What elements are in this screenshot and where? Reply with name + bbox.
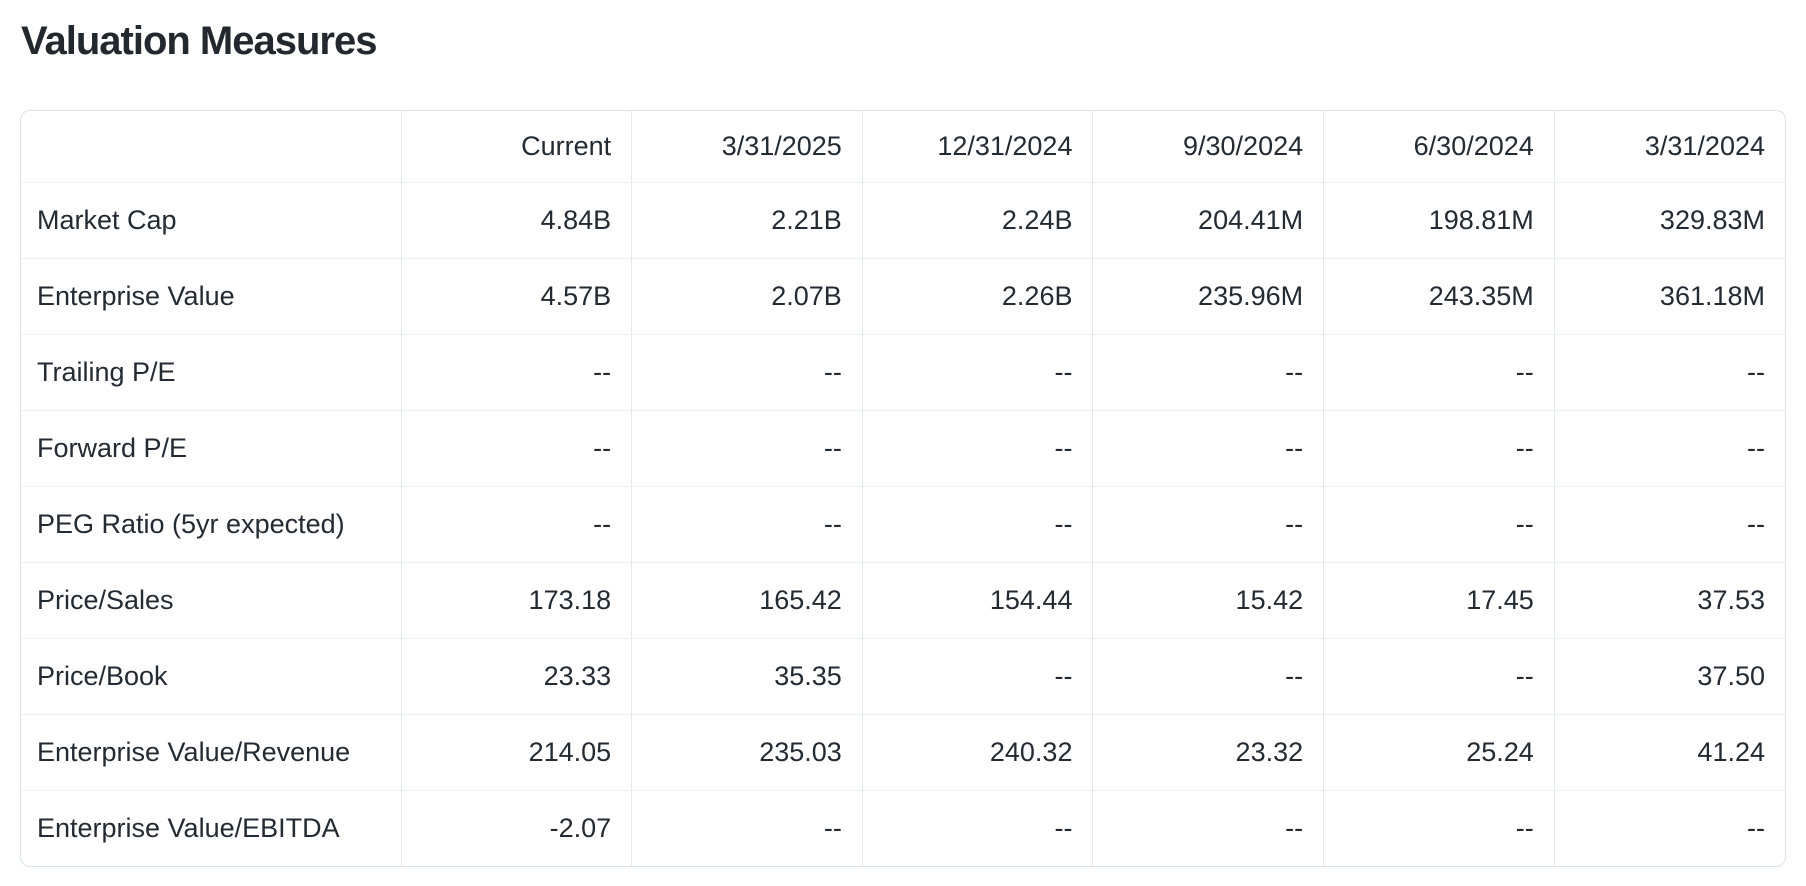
cell-value: -- bbox=[1323, 410, 1555, 487]
cell-value: -- bbox=[1092, 410, 1324, 487]
cell-value: 165.42 bbox=[631, 562, 863, 639]
cell-value: -- bbox=[400, 334, 632, 411]
cell-value: 23.33 bbox=[400, 638, 632, 715]
cell-value: 173.18 bbox=[400, 562, 632, 639]
cell-value: -2.07 bbox=[400, 790, 632, 866]
table-header: Current 3/31/2025 12/31/2024 9/30/2024 6… bbox=[21, 111, 1785, 183]
row-label: PEG Ratio (5yr expected) bbox=[21, 486, 401, 563]
cell-value: 17.45 bbox=[1323, 562, 1555, 639]
cell-value: 41.24 bbox=[1553, 714, 1785, 791]
row-label: Price/Book bbox=[21, 638, 401, 715]
page-title: Valuation Measures bbox=[21, 19, 377, 63]
row-label: Enterprise Value/EBITDA bbox=[21, 790, 401, 866]
table-row-price-sales: Price/Sales 173.18 165.42 154.44 15.42 1… bbox=[21, 562, 1785, 639]
valuation-table: Current 3/31/2025 12/31/2024 9/30/2024 6… bbox=[21, 111, 1785, 866]
cell-value: 37.50 bbox=[1553, 638, 1785, 715]
cell-value: 235.96M bbox=[1092, 258, 1324, 335]
row-label: Enterprise Value bbox=[21, 258, 401, 335]
cell-value: -- bbox=[1092, 486, 1324, 563]
cell-value: 4.57B bbox=[400, 258, 632, 335]
row-label: Enterprise Value/Revenue bbox=[21, 714, 401, 791]
cell-value: -- bbox=[1092, 790, 1324, 866]
cell-value: -- bbox=[1092, 334, 1324, 411]
cell-value: 2.07B bbox=[631, 258, 863, 335]
cell-value: 2.24B bbox=[861, 182, 1093, 259]
cell-value: 329.83M bbox=[1553, 182, 1785, 259]
cell-value: 37.53 bbox=[1553, 562, 1785, 639]
cell-value: -- bbox=[861, 486, 1093, 563]
header-row: Current 3/31/2025 12/31/2024 9/30/2024 6… bbox=[21, 111, 1785, 183]
cell-value: 35.35 bbox=[631, 638, 863, 715]
cell-value: 2.21B bbox=[631, 182, 863, 259]
table-body: Market Cap 4.84B 2.21B 2.24B 204.41M 198… bbox=[21, 182, 1785, 866]
cell-value: 23.32 bbox=[1092, 714, 1324, 791]
cell-value: 15.42 bbox=[1092, 562, 1324, 639]
cell-value: 214.05 bbox=[400, 714, 632, 791]
row-label: Forward P/E bbox=[21, 410, 401, 487]
cell-value: -- bbox=[1323, 790, 1555, 866]
cell-value: 235.03 bbox=[631, 714, 863, 791]
cell-value: 4.84B bbox=[400, 182, 632, 259]
column-header-current: Current bbox=[400, 111, 632, 183]
cell-value: 240.32 bbox=[861, 714, 1093, 791]
cell-value: -- bbox=[861, 410, 1093, 487]
cell-value: -- bbox=[631, 790, 863, 866]
row-label: Trailing P/E bbox=[21, 334, 401, 411]
cell-value: 2.26B bbox=[861, 258, 1093, 335]
table-row-ev-ebitda: Enterprise Value/EBITDA -2.07 -- -- -- -… bbox=[21, 790, 1785, 866]
cell-value: -- bbox=[631, 410, 863, 487]
table-row-price-book: Price/Book 23.33 35.35 -- -- -- 37.50 bbox=[21, 638, 1785, 715]
cell-value: -- bbox=[861, 638, 1093, 715]
table-row-trailing-pe: Trailing P/E -- -- -- -- -- -- bbox=[21, 334, 1785, 411]
row-label: Market Cap bbox=[21, 182, 401, 259]
column-header-date-3: 9/30/2024 bbox=[1092, 111, 1324, 183]
column-header-blank bbox=[21, 111, 401, 183]
cell-value: -- bbox=[861, 334, 1093, 411]
table-row-enterprise-value: Enterprise Value 4.57B 2.07B 2.26B 235.9… bbox=[21, 258, 1785, 335]
table-row-ev-revenue: Enterprise Value/Revenue 214.05 235.03 2… bbox=[21, 714, 1785, 791]
column-header-date-4: 6/30/2024 bbox=[1323, 111, 1555, 183]
column-header-date-1: 3/31/2025 bbox=[631, 111, 863, 183]
cell-value: 154.44 bbox=[861, 562, 1093, 639]
cell-value: -- bbox=[1092, 638, 1324, 715]
cell-value: 243.35M bbox=[1323, 258, 1555, 335]
table-row-peg-ratio: PEG Ratio (5yr expected) -- -- -- -- -- … bbox=[21, 486, 1785, 563]
cell-value: -- bbox=[1553, 410, 1785, 487]
column-header-date-2: 12/31/2024 bbox=[861, 111, 1093, 183]
cell-value: -- bbox=[631, 486, 863, 563]
row-label: Price/Sales bbox=[21, 562, 401, 639]
cell-value: -- bbox=[631, 334, 863, 411]
cell-value: -- bbox=[1553, 486, 1785, 563]
table-row-forward-pe: Forward P/E -- -- -- -- -- -- bbox=[21, 410, 1785, 487]
cell-value: -- bbox=[1553, 790, 1785, 866]
cell-value: 25.24 bbox=[1323, 714, 1555, 791]
column-header-date-5: 3/31/2024 bbox=[1553, 111, 1785, 183]
cell-value: 198.81M bbox=[1323, 182, 1555, 259]
table-row-market-cap: Market Cap 4.84B 2.21B 2.24B 204.41M 198… bbox=[21, 182, 1785, 259]
cell-value: -- bbox=[1323, 486, 1555, 563]
cell-value: -- bbox=[1553, 334, 1785, 411]
cell-value: -- bbox=[400, 410, 632, 487]
valuation-table-container: Current 3/31/2025 12/31/2024 9/30/2024 6… bbox=[20, 110, 1786, 867]
cell-value: -- bbox=[400, 486, 632, 563]
cell-value: -- bbox=[861, 790, 1093, 866]
cell-value: -- bbox=[1323, 334, 1555, 411]
cell-value: -- bbox=[1323, 638, 1555, 715]
cell-value: 204.41M bbox=[1092, 182, 1324, 259]
cell-value: 361.18M bbox=[1553, 258, 1785, 335]
